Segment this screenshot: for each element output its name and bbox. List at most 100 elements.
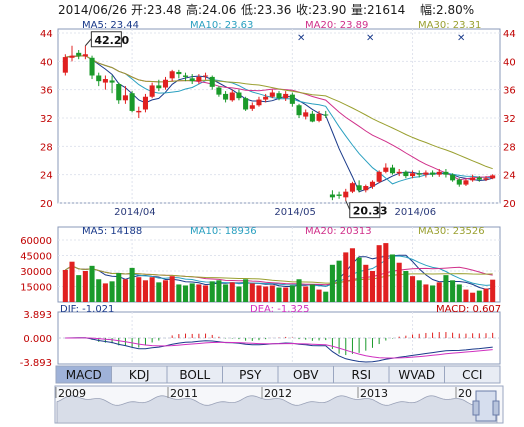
volume-bar: [389, 254, 396, 302]
candlestick: [142, 93, 148, 113]
candlestick: [69, 45, 75, 62]
annotation-label: 20.33: [353, 205, 388, 218]
volume-bar: [476, 290, 482, 302]
tab-label: RSI: [352, 368, 372, 382]
annotation-box: [349, 202, 381, 219]
volume-bar: [136, 277, 142, 302]
price-tick-right: 32: [503, 114, 516, 125]
price-tick-right: 24: [503, 171, 516, 182]
volume-bar: [443, 275, 449, 302]
volume-bar: [129, 267, 135, 302]
tab-psy[interactable]: PSY: [222, 365, 279, 384]
tab-obv[interactable]: OBV: [277, 365, 334, 384]
x-marker-icon: ✕: [297, 33, 305, 44]
candlestick: [289, 92, 295, 107]
header-date: 2014/06/26: [58, 3, 127, 17]
date-tick-label: 2014/04: [114, 207, 156, 218]
header-close: 收:23.90: [296, 3, 346, 17]
candlestick: [356, 180, 362, 193]
candlestick: [229, 89, 235, 102]
volume-tick-label: 45000: [20, 252, 52, 263]
volume-bar: [356, 257, 362, 302]
annotation-pointer: [345, 200, 351, 210]
overview-year-label: 20: [458, 387, 472, 400]
volume-bar: [209, 281, 215, 302]
overview-left-handle[interactable]: [472, 400, 480, 416]
candlestick: [196, 74, 202, 84]
candlestick: [76, 50, 82, 60]
candlestick: [389, 164, 396, 175]
volume-bar: [329, 264, 335, 302]
volume-bar: [196, 284, 202, 302]
tab-macd[interactable]: MACD: [55, 365, 112, 384]
volume-bar: [416, 280, 422, 302]
candlestick: [209, 75, 215, 90]
tab-cci[interactable]: CCI: [444, 365, 501, 384]
macd-legend-dea: DEA: -1.325: [250, 304, 309, 315]
volume-bar: [483, 288, 489, 302]
candlestick: [470, 174, 476, 182]
price-tick-left: 36: [40, 86, 53, 97]
candlestick: [82, 45, 88, 60]
price-tick-left: 20: [40, 199, 53, 210]
candlestick: [490, 174, 496, 180]
volume-bar: [363, 264, 369, 302]
volume-bar: [283, 287, 289, 302]
candlestick: [162, 76, 169, 90]
tab-kdj[interactable]: KDJ: [111, 365, 168, 384]
tab-label: CCI: [462, 368, 482, 382]
volume-bar: [82, 271, 88, 302]
candlestick: [283, 91, 289, 101]
candlestick: [376, 170, 382, 184]
candlestick: [303, 109, 309, 120]
volume-legend: MA5: 14188 MA10: 18936 MA20: 20313 MA30:…: [82, 226, 485, 237]
price-tick-right: 28: [503, 142, 516, 153]
volume-bar: [456, 284, 462, 302]
candlestick: [116, 82, 122, 104]
price-tick-right: 40: [503, 57, 516, 68]
volume-ma5-line: [65, 254, 493, 290]
candlestick: [456, 178, 462, 187]
volume-bar: [256, 285, 262, 302]
macd-legend: DIF: -1.021 DEA: -1.325 MACD: 0.607: [60, 304, 501, 315]
volume-bar: [296, 279, 302, 302]
price-tick-right: 44: [503, 29, 516, 40]
volume-bar: [410, 276, 416, 302]
volume-bar: [436, 282, 442, 302]
volume-bar: [96, 279, 102, 302]
volume-ma10-line: [65, 255, 493, 287]
tab-boll[interactable]: BOLL: [166, 365, 223, 384]
price-ma30-line: [65, 55, 493, 170]
volume-bar: [189, 283, 195, 302]
candlestick: [176, 69, 182, 79]
macd-tick-label: 0.000: [23, 334, 52, 345]
tab-label: WVAD: [398, 368, 435, 382]
volume-bar: [463, 289, 469, 302]
volume-bar: [203, 285, 209, 302]
volume-bar: [62, 269, 68, 302]
volume-bar: [122, 279, 128, 302]
volume-bar: [89, 265, 95, 302]
volume-bar: [349, 248, 355, 302]
x-marker-icon: ✕: [366, 33, 374, 44]
overview-year-label: 2012: [264, 387, 292, 400]
tab-wvad[interactable]: WVAD: [388, 365, 445, 384]
volume-bar: [343, 252, 349, 302]
price-legend-ma20: MA20: 23.89: [305, 20, 368, 31]
price-legend: MA5: 23.44 MA10: 23.63 MA20: 23.89 MA30:…: [82, 20, 481, 31]
volume-bar: [369, 271, 376, 302]
candlestick: [430, 170, 436, 177]
price-legend-ma10: MA10: 23.63: [190, 20, 253, 31]
candlestick: [89, 55, 95, 80]
candlestick: [269, 89, 275, 99]
tab-rsi[interactable]: RSI: [333, 365, 390, 384]
volume-legend-ma20: MA20: 20313: [305, 226, 372, 237]
candlestick: [463, 178, 469, 186]
volume-bar: [269, 285, 275, 302]
volume-bar: [116, 273, 122, 302]
header-low: 低:23.36: [241, 3, 291, 17]
annotation-label: 42.20: [94, 34, 129, 47]
candlestick: [423, 170, 429, 178]
tab-label: OBV: [293, 368, 319, 382]
overview-right-handle[interactable]: [492, 400, 500, 416]
